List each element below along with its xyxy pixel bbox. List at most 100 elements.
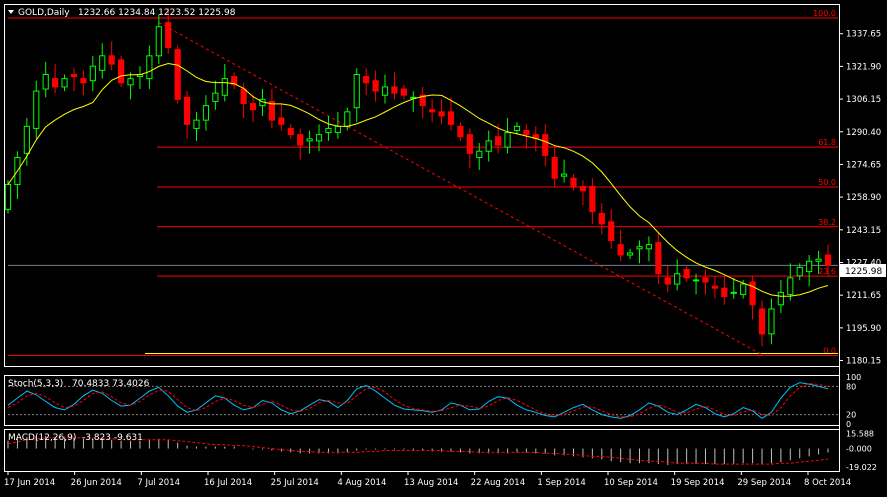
y-tick-label: 1306.15: [846, 95, 881, 105]
axis-labels: 1337.65 1321.90 1306.15 1290.40 1274.65 1258.…: [4, 30, 881, 488]
candle-body: [419, 94, 426, 107]
y-tick-label: 1258.90: [846, 193, 881, 203]
candle-body: [711, 285, 718, 289]
candle-body: [33, 90, 40, 129]
y-tick-label: 1180.15: [846, 357, 881, 367]
ohlc-readout: 1232.66 1234.84 1223.52 1225.98: [78, 8, 236, 18]
stochastic-panel: [7, 382, 838, 420]
candle-body: [513, 125, 521, 132]
candle-body: [372, 80, 379, 92]
candle-body: [692, 279, 700, 282]
candle-body: [777, 291, 784, 306]
stoch-main-line: [7, 382, 829, 420]
candle-body: [589, 186, 596, 212]
candle-body: [212, 92, 219, 102]
candle-body: [730, 291, 737, 294]
stoch-tick-label: 20: [846, 411, 856, 420]
candle-body: [683, 269, 690, 279]
stoch-tick-label: 80: [846, 382, 856, 391]
x-tick-label: 7 Jul 2014: [137, 478, 180, 488]
x-tick-label: 29 Sep 2014: [737, 478, 791, 488]
candle-body: [70, 73, 78, 78]
candle-body: [4, 183, 12, 210]
x-tick-label: 16 Jul 2014: [204, 478, 252, 488]
candle-body: [664, 277, 671, 285]
x-tick-label: 8 Oct 2014: [804, 478, 851, 488]
x-tick-label: 1 Sep 2014: [537, 478, 585, 488]
candle-body: [655, 242, 662, 275]
candle-body: [193, 119, 200, 129]
candle-body: [23, 125, 30, 154]
price-panel: 100.0 61.8 50.0 38.2 23.6 0.0: [4, 8, 838, 356]
candle-body: [758, 308, 766, 335]
x-tick-label: 25 Jul 2014: [271, 478, 319, 488]
y-tick-label: 1274.65: [846, 160, 881, 170]
candle-body: [391, 86, 398, 94]
candle-body: [231, 76, 238, 86]
candle-body: [721, 287, 728, 298]
stoch-values: 70.4833 73.4026: [72, 379, 150, 389]
price-panel-frame: [4, 4, 840, 367]
candle-body: [89, 65, 96, 82]
y-tick-label: 1195.90: [846, 324, 881, 334]
x-tick-label: 17 Jun 2014: [4, 478, 55, 488]
candle-body: [42, 73, 49, 90]
macd-tick-label: 15.588: [846, 429, 874, 438]
x-tick-label: 26 Jun 2014: [71, 478, 122, 488]
candle-body: [221, 78, 228, 96]
candle-body: [485, 140, 492, 152]
candle-body: [325, 127, 332, 134]
candle-body: [287, 127, 294, 136]
fib-level-label: 23.6: [818, 267, 836, 276]
candle-body: [806, 260, 813, 273]
candle-body: [749, 281, 756, 306]
fib-level-label: 100.0: [813, 9, 836, 18]
macd-tick-label: -19.022: [846, 463, 877, 472]
candle-body: [183, 96, 191, 125]
fib-level-label: 50.0: [818, 178, 836, 187]
candle-body: [240, 88, 247, 105]
x-tick-label: 22 Aug 2014: [471, 478, 525, 488]
candle-body: [674, 273, 681, 285]
candle-body: [118, 59, 125, 84]
candle-body: [523, 130, 530, 136]
candle-body: [796, 266, 803, 277]
last-price-box: [840, 264, 886, 277]
candle-body: [768, 308, 775, 335]
y-tick-label: 1290.40: [846, 128, 881, 138]
candle-body: [466, 134, 473, 154]
candle-body: [561, 173, 568, 177]
candle-body: [570, 177, 577, 188]
candle-body: [504, 132, 511, 148]
candle-body: [429, 109, 436, 113]
candle-body: [438, 111, 445, 117]
candle-body: [306, 138, 313, 142]
x-tick-label: 13 Aug 2014: [404, 478, 458, 488]
candle-body: [542, 134, 549, 156]
stoch-signal-line: [7, 383, 829, 418]
fib-level-label: 61.8: [818, 138, 836, 147]
candle-body: [108, 55, 115, 65]
candle-body: [381, 86, 389, 96]
candle-body: [315, 134, 323, 142]
stoch-title: Stoch(5,3,3): [8, 379, 63, 389]
x-tick-label: 4 Aug 2014: [337, 478, 386, 488]
candle-body: [52, 78, 59, 88]
candle-body: [297, 134, 304, 146]
symbol-timeframe: GOLD,Daily: [18, 8, 70, 18]
stoch-tick-label: 0: [846, 420, 851, 429]
triangle-down-icon[interactable]: [8, 10, 14, 14]
candle-body: [579, 186, 587, 192]
macd-values: -3.823 -9.631: [82, 433, 143, 443]
candle-body: [740, 283, 747, 295]
macd-panel: [7, 435, 829, 466]
candle-body: [702, 277, 709, 283]
candle-body: [146, 55, 153, 80]
y-tick-label: 1211.65: [846, 291, 881, 301]
fib-level-label: 0.0: [823, 346, 836, 355]
candle-body: [645, 244, 653, 250]
candle-body: [476, 150, 483, 158]
candle-body: [268, 100, 276, 121]
trend-line: [158, 22, 763, 356]
